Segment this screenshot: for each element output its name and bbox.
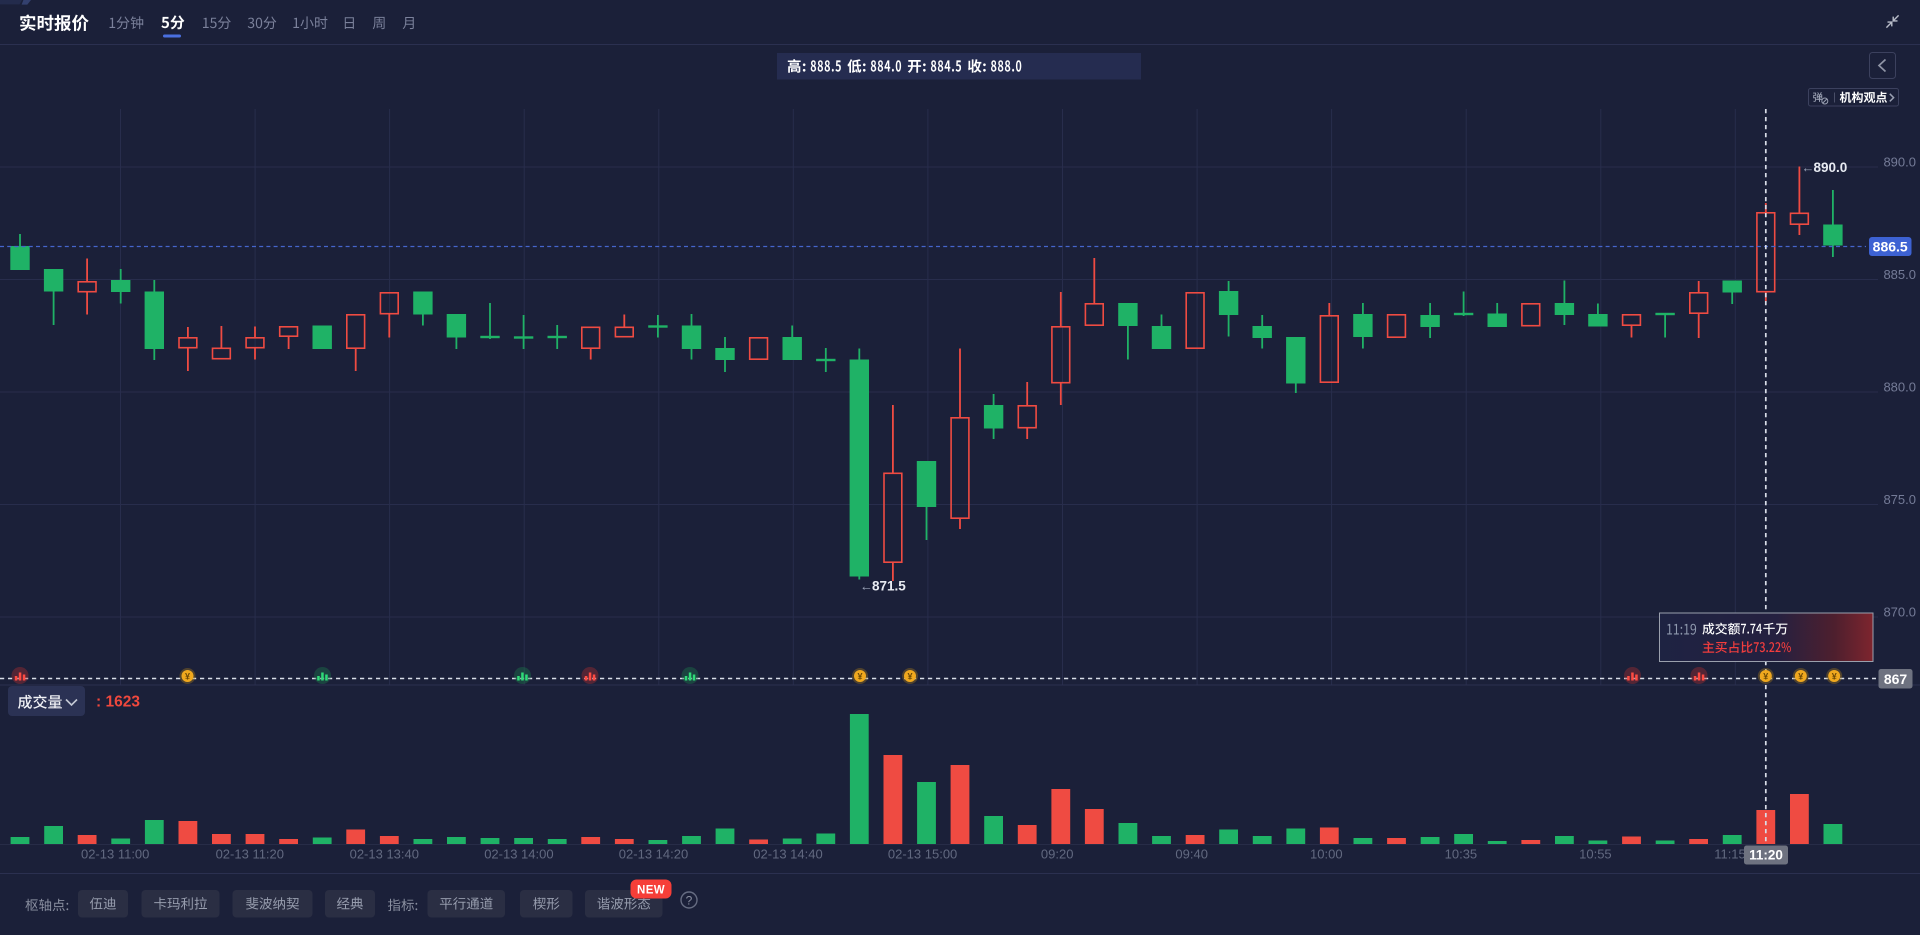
svg-text:11:20: 11:20 — [1749, 848, 1783, 863]
svg-text:09:40: 09:40 — [1175, 847, 1208, 862]
svg-text:875.0: 875.0 — [1883, 492, 1916, 507]
svg-text:←: ← — [860, 579, 873, 594]
svg-text:02-13 11:00: 02-13 11:00 — [81, 847, 149, 862]
svg-text:02-13 13:40: 02-13 13:40 — [350, 847, 419, 862]
svg-text:←: ← — [1802, 160, 1815, 175]
svg-text:02-13 11:20: 02-13 11:20 — [216, 847, 284, 862]
svg-text:¥: ¥ — [185, 671, 190, 681]
svg-text:885.0: 885.0 — [1883, 267, 1916, 282]
svg-text:02-13 14:20: 02-13 14:20 — [619, 847, 688, 862]
svg-text:880.0: 880.0 — [1883, 380, 1916, 395]
svg-text:¥: ¥ — [857, 671, 862, 681]
svg-text:02-13 14:40: 02-13 14:40 — [753, 847, 822, 862]
svg-text:02-13 15:00: 02-13 15:00 — [888, 847, 957, 862]
svg-text:: 1623: : 1623 — [96, 694, 140, 711]
svg-text:867: 867 — [1884, 671, 1908, 687]
svg-text:¥: ¥ — [907, 671, 912, 681]
svg-text:11:15: 11:15 — [1714, 847, 1746, 862]
svg-text:890.0: 890.0 — [1814, 160, 1848, 175]
svg-text:09:20: 09:20 — [1041, 847, 1074, 862]
svg-text:?: ? — [686, 894, 693, 908]
svg-text:10:55: 10:55 — [1579, 847, 1612, 862]
svg-text:¥: ¥ — [1798, 671, 1803, 681]
svg-text:02-13 14:00: 02-13 14:00 — [484, 847, 553, 862]
svg-text:¥: ¥ — [1763, 671, 1768, 681]
svg-text:10:35: 10:35 — [1445, 847, 1478, 862]
svg-text:NEW: NEW — [637, 885, 665, 897]
svg-text:¥: ¥ — [1832, 671, 1837, 681]
svg-text:886.5: 886.5 — [1873, 239, 1908, 255]
svg-text:870.0: 870.0 — [1883, 605, 1916, 620]
svg-text:871.5: 871.5 — [872, 579, 906, 594]
svg-text:890.0: 890.0 — [1883, 155, 1916, 170]
svg-text:10:00: 10:00 — [1310, 847, 1343, 862]
